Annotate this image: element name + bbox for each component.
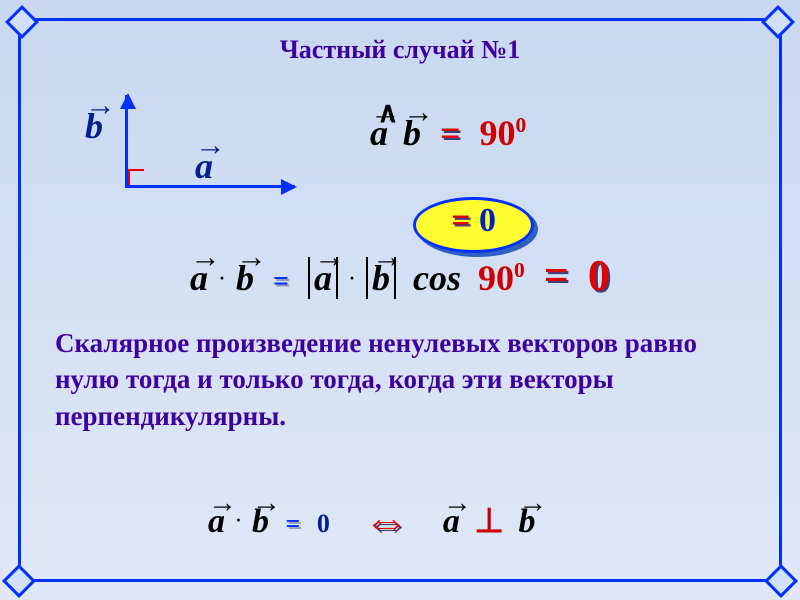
perp-icon: ⊥ — [474, 503, 504, 540]
iff-icon: ⇔ — [363, 495, 409, 546]
l3-a: a — [208, 503, 225, 541]
dotproduct-line: a · b = a · b cos 900 = 0 — [190, 250, 610, 301]
vector-a-label: a — [195, 145, 213, 187]
l2-cos: cos — [413, 258, 461, 298]
l3-b2: b — [518, 503, 535, 541]
l3-b: b — [252, 503, 269, 541]
line1-angle: 900 — [480, 113, 527, 153]
l2-b: b — [236, 257, 254, 299]
equals-zero-oval: = 0 — [413, 197, 534, 253]
theorem-text: Скалярное произведение ненулевых векторо… — [55, 325, 755, 434]
oval-eq: = — [451, 202, 479, 239]
l2-zero: 0 — [588, 251, 610, 300]
line1-b: b — [403, 112, 421, 154]
l2-dot: · — [219, 268, 225, 288]
equivalence-line: a · b = 0 ⇔ a ⊥ b — [208, 490, 535, 543]
l2-absa: a — [314, 257, 332, 299]
angle-line: a b = 900 — [370, 112, 526, 154]
slide-title: Частный случай №1 — [0, 35, 800, 65]
l3-dot: · — [236, 510, 242, 530]
l2-angle: 900 — [478, 258, 525, 298]
right-angle-marker — [128, 169, 144, 185]
line1-eq: = — [440, 113, 461, 153]
l2-eq1: = — [273, 266, 289, 297]
l3-a2: a — [443, 503, 460, 541]
l3-zero: 0 — [317, 509, 330, 538]
l2-absb: b — [372, 257, 390, 299]
l2-dot2: · — [349, 268, 355, 288]
l3-eq: = — [286, 509, 301, 538]
vector-b-label: b — [85, 105, 103, 147]
oval-zero: 0 — [479, 202, 496, 239]
l2-eq2: = — [544, 251, 569, 300]
line1-a: a — [370, 112, 388, 154]
l2-a: a — [190, 257, 208, 299]
